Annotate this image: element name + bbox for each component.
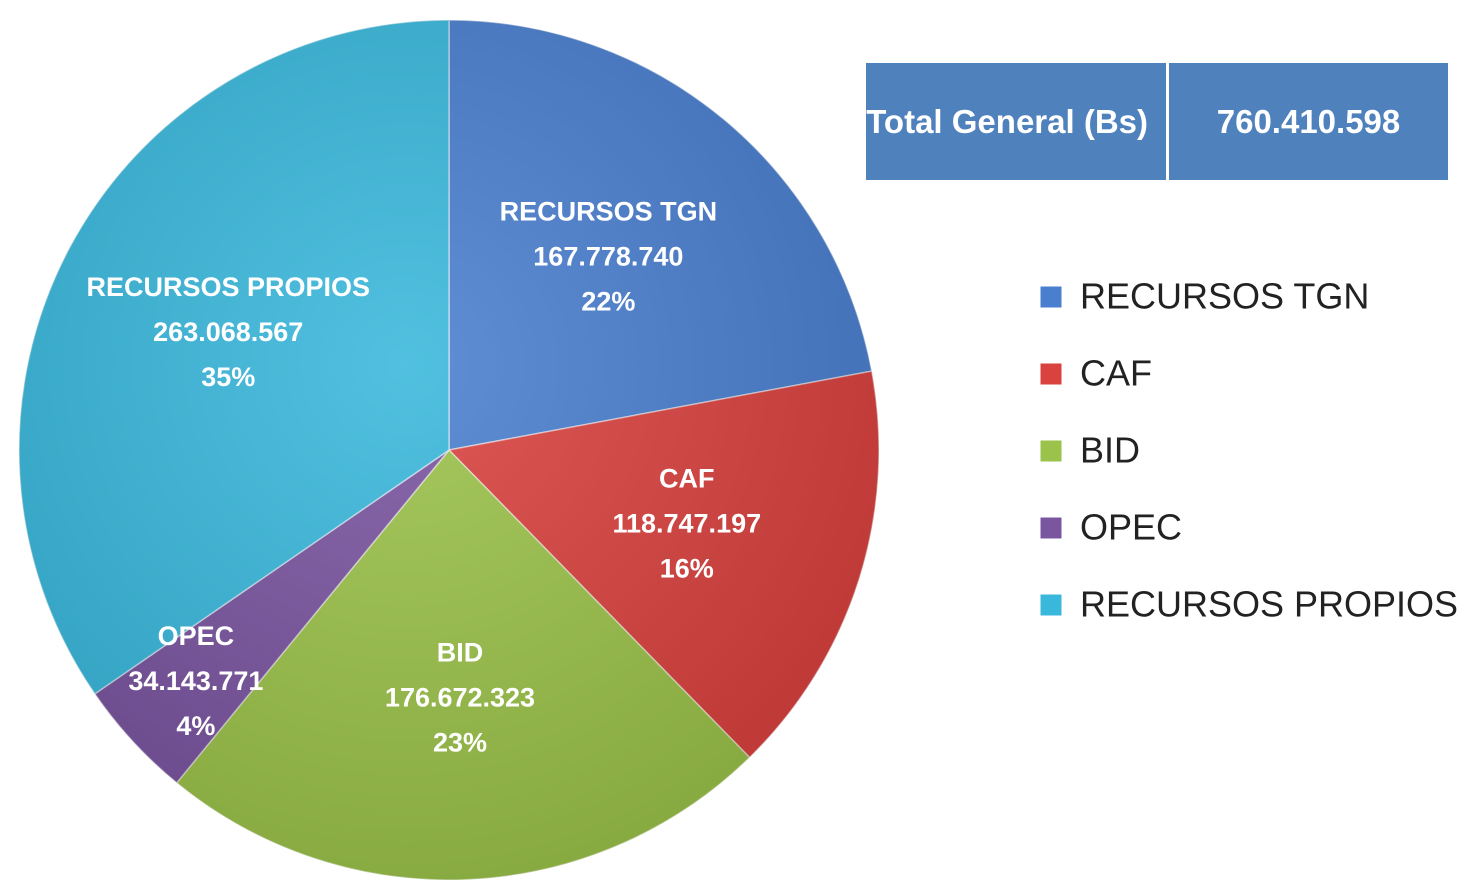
slice-label-percent: 23% — [433, 727, 487, 757]
legend-label: CAF — [1080, 353, 1152, 394]
legend-label: RECURSOS TGN — [1080, 276, 1369, 317]
slice-label-name: OPEC — [158, 621, 235, 651]
slice-label-value: 34.143.771 — [128, 666, 263, 696]
total-box: Total General (Bs) 760.410.598 — [866, 63, 1448, 180]
slice-label-percent: 4% — [176, 711, 215, 741]
slice-label-percent: 35% — [201, 362, 255, 392]
slice-label-value: 263.068.567 — [153, 317, 303, 347]
legend-label: OPEC — [1080, 507, 1182, 548]
slice-label-value: 176.672.323 — [385, 682, 535, 712]
slice-label-value: 118.747.197 — [612, 508, 761, 538]
legend-swatch — [1039, 285, 1063, 309]
legend-swatch — [1039, 593, 1063, 617]
slice-label-name: RECURSOS PROPIOS — [86, 272, 370, 302]
total-label: Total General (Bs) — [866, 63, 1169, 180]
legend-swatch — [1039, 439, 1063, 463]
slice-label-name: BID — [437, 637, 484, 667]
legend-label: RECURSOS PROPIOS — [1080, 584, 1458, 625]
legend-label: BID — [1080, 430, 1140, 471]
slice-label-name: CAF — [659, 463, 715, 493]
legend-swatch — [1039, 516, 1063, 540]
slice-label-percent: 22% — [581, 286, 635, 316]
total-value: 760.410.598 — [1216, 102, 1401, 140]
slice-label-value: 167.778.740 — [533, 241, 683, 271]
legend-swatch — [1039, 362, 1063, 386]
slice-label-percent: 16% — [660, 553, 714, 583]
slice-label-name: RECURSOS TGN — [500, 196, 718, 226]
